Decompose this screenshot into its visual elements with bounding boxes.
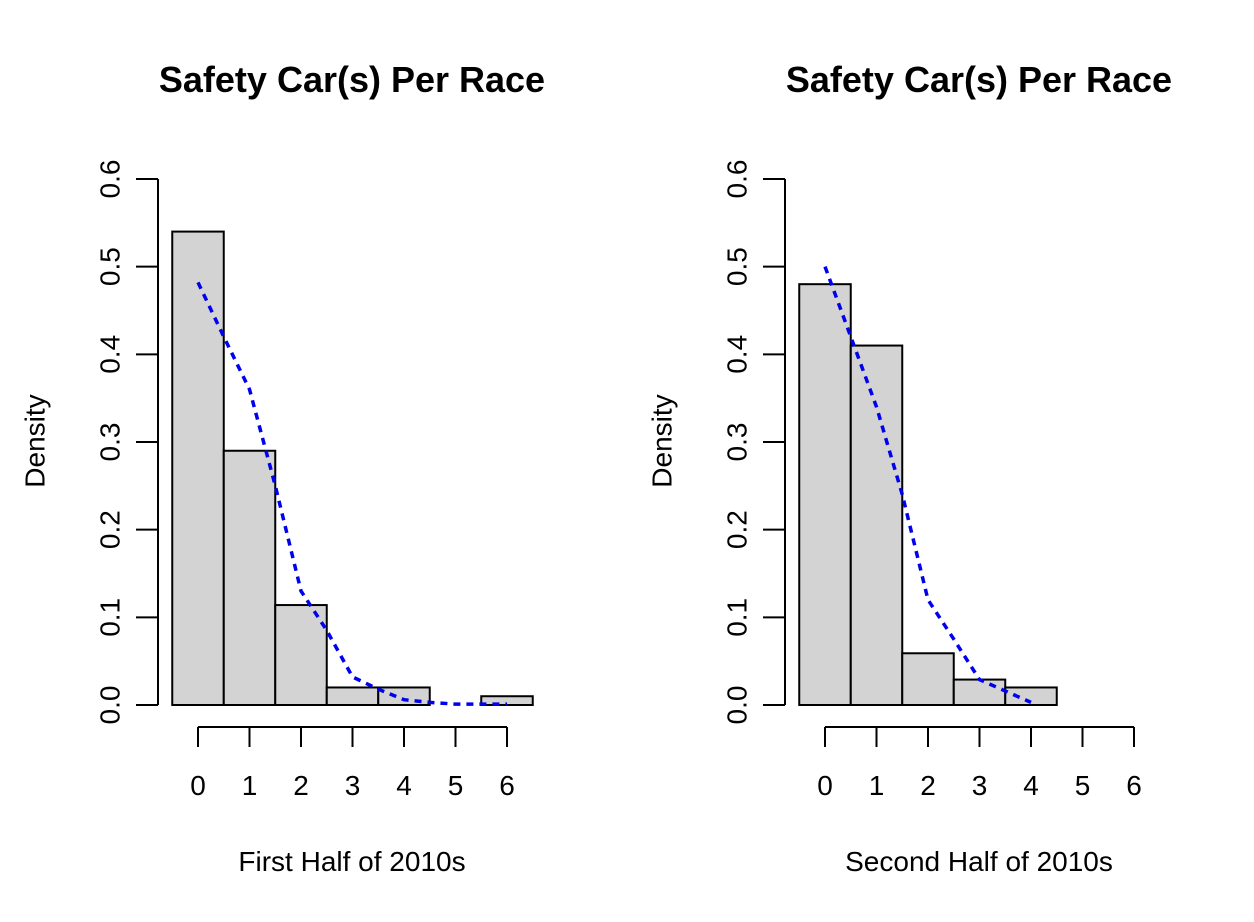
x-tick-label: 3 [345, 770, 361, 801]
y-tick-label: 0.4 [721, 335, 752, 374]
x-tick-label: 0 [817, 770, 833, 801]
x-tick-label: 4 [1023, 770, 1039, 801]
x-tick-label: 5 [1075, 770, 1091, 801]
x-tick-label: 1 [242, 770, 258, 801]
histogram-bar-0 [171, 230, 225, 706]
x-tick-label: 6 [1126, 770, 1142, 801]
x-tick-label: 1 [869, 770, 885, 801]
right-histogram-panel: Safety Car(s) Per Race 0.0 0.1 0.2 0.3 0.4 0.5… [646, 59, 1172, 877]
y-tick-label: 0.0 [721, 686, 752, 725]
y-axis-label: Density [19, 394, 50, 487]
histogram-bar-4 [1004, 686, 1058, 707]
y-tick-label: 0.2 [721, 510, 752, 549]
histogram-bar-1 [222, 449, 277, 706]
y-tick-label: 0.1 [94, 598, 125, 637]
y-tick-label: 0.5 [721, 247, 752, 286]
x-tick-label: 6 [499, 770, 515, 801]
y-tick-label: 0.5 [94, 247, 125, 286]
x-axis-label: First Half of 2010s [238, 846, 465, 877]
y-tick-label: 0.6 [94, 160, 125, 199]
y-tick-label: 0.6 [721, 160, 752, 199]
x-tick-label: 0 [190, 770, 206, 801]
histogram-bar-3 [952, 678, 1007, 706]
x-tick-label: 3 [972, 770, 988, 801]
histogram-bar-2 [274, 604, 328, 707]
histogram-bar-0 [798, 283, 852, 706]
x-tick-label: 2 [920, 770, 936, 801]
y-tick-label: 0.2 [94, 510, 125, 549]
chart-title: Safety Car(s) Per Race [786, 59, 1172, 100]
left-histogram-panel: Safety Car(s) Per Race 0.0 0.1 0.2 0.3 0.4 0.5… [19, 59, 545, 877]
y-tick-label: 0.1 [721, 598, 752, 637]
x-axis-label: Second Half of 2010s [845, 846, 1113, 877]
histogram-bar-3 [325, 686, 380, 707]
y-axis-label: Density [646, 394, 677, 487]
histogram-bar-2 [901, 652, 955, 707]
y-tick-label: 0.4 [94, 335, 125, 374]
x-tick-label: 5 [448, 770, 464, 801]
chart-title: Safety Car(s) Per Race [159, 59, 545, 100]
histogram-bar-1 [849, 344, 904, 706]
x-tick-label: 2 [293, 770, 309, 801]
y-tick-label: 0.0 [94, 686, 125, 725]
histogram-bar-4 [377, 686, 431, 707]
x-tick-label: 4 [396, 770, 412, 801]
y-tick-label: 0.3 [721, 423, 752, 462]
density-curve [196, 281, 507, 706]
y-tick-label: 0.3 [94, 423, 125, 462]
